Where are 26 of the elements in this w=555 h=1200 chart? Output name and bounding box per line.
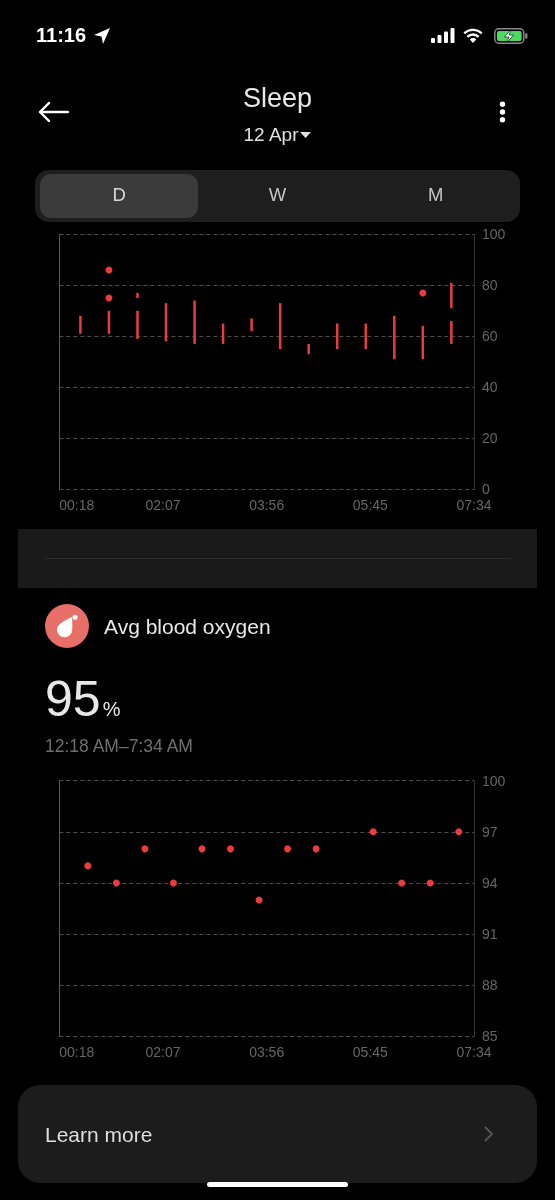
point — [455, 828, 463, 836]
x-tick-label: 03:56 — [249, 1044, 285, 1061]
chart-title: Avg blood oxygen — [104, 614, 271, 638]
y-tick-label: 88 — [482, 977, 498, 994]
y-tick-label: 97 — [482, 823, 498, 840]
x-tick-label: 07:34 — [456, 1044, 492, 1061]
x-tick-label: 00:18 — [59, 1044, 95, 1061]
point — [398, 879, 406, 887]
y-tick-label: 85 — [482, 1028, 498, 1045]
point — [426, 879, 434, 887]
x-tick-label: 02:07 — [145, 1044, 181, 1061]
point — [84, 862, 92, 870]
text: 95% — [45, 671, 121, 728]
y-tick-label: 91 — [482, 926, 498, 943]
point — [369, 828, 377, 836]
point — [112, 879, 120, 887]
text: Learn more — [45, 1122, 153, 1146]
point — [312, 845, 320, 853]
text: 12:18 AM–7:34 AM — [45, 735, 193, 756]
point — [169, 879, 177, 887]
point — [227, 845, 235, 853]
y-tick-label: 94 — [482, 874, 498, 891]
point — [141, 845, 149, 853]
x-tick-label: 05:45 — [352, 1044, 389, 1061]
y-tick-label: 100 — [482, 772, 506, 789]
point — [284, 845, 292, 853]
